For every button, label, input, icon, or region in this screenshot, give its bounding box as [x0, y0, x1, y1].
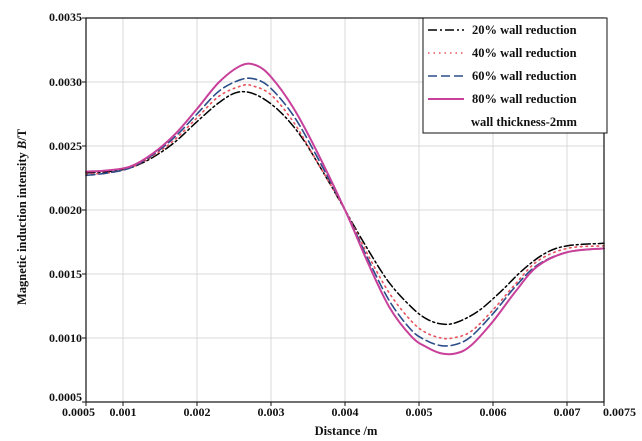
y-axis-title: Magnetic induction intensity B/T	[15, 128, 29, 305]
x-tick-label: 0.0075	[603, 405, 636, 419]
legend-label-4: 80% wall reduction	[472, 92, 577, 106]
x-tick-label: 0.001	[110, 405, 137, 419]
y-tick-label: 0.0015	[49, 267, 82, 281]
y-axis-title-symbol: B	[15, 141, 29, 150]
legend-label-1: 20% wall reduction	[472, 23, 577, 37]
y-tick-label: 0.0010	[49, 331, 82, 345]
x-axis-title: Distance /m	[315, 424, 378, 438]
x-tick-label: 0.0005	[62, 405, 95, 419]
x-tick-label: 0.006	[480, 405, 507, 419]
legend-label-2: 40% wall reduction	[472, 46, 577, 60]
legend-box	[422, 17, 608, 134]
y-tick-label: 0.0020	[49, 203, 82, 217]
series-group	[85, 62, 605, 356]
x-tick-label: 0.002	[184, 405, 211, 419]
y-tick-label: 0.0025	[49, 139, 82, 153]
x-tick-label: 0.003	[258, 405, 285, 419]
y-tick-label: 0.0030	[49, 75, 82, 89]
x-axis-ticks: 0.0005 0.001 0.002 0.003 0.004 0.005 0.006 0.00…	[62, 402, 636, 419]
series-line-4	[85, 62, 605, 356]
legend: 20% wall reduction 40% wall reduction 60% …	[422, 17, 608, 134]
y-tick-label: 0.0035	[49, 10, 82, 24]
legend-label-3: 60% wall reduction	[472, 69, 577, 83]
y-axis-title-text: Magnetic induction intensity	[15, 149, 29, 305]
legend-note: wall thickness-2mm	[471, 115, 577, 129]
x-tick-label: 0.007	[554, 405, 581, 419]
y-tick-label: 0.0005	[49, 390, 82, 404]
x-tick-label: 0.004	[332, 405, 359, 419]
x-tick-label: 0.005	[406, 405, 433, 419]
y-axis-ticks: 0.0005 0.0010 0.0015 0.0020 0.0025 0.0030 0.00…	[49, 10, 86, 404]
y-axis-title-unit: /T	[15, 128, 29, 141]
